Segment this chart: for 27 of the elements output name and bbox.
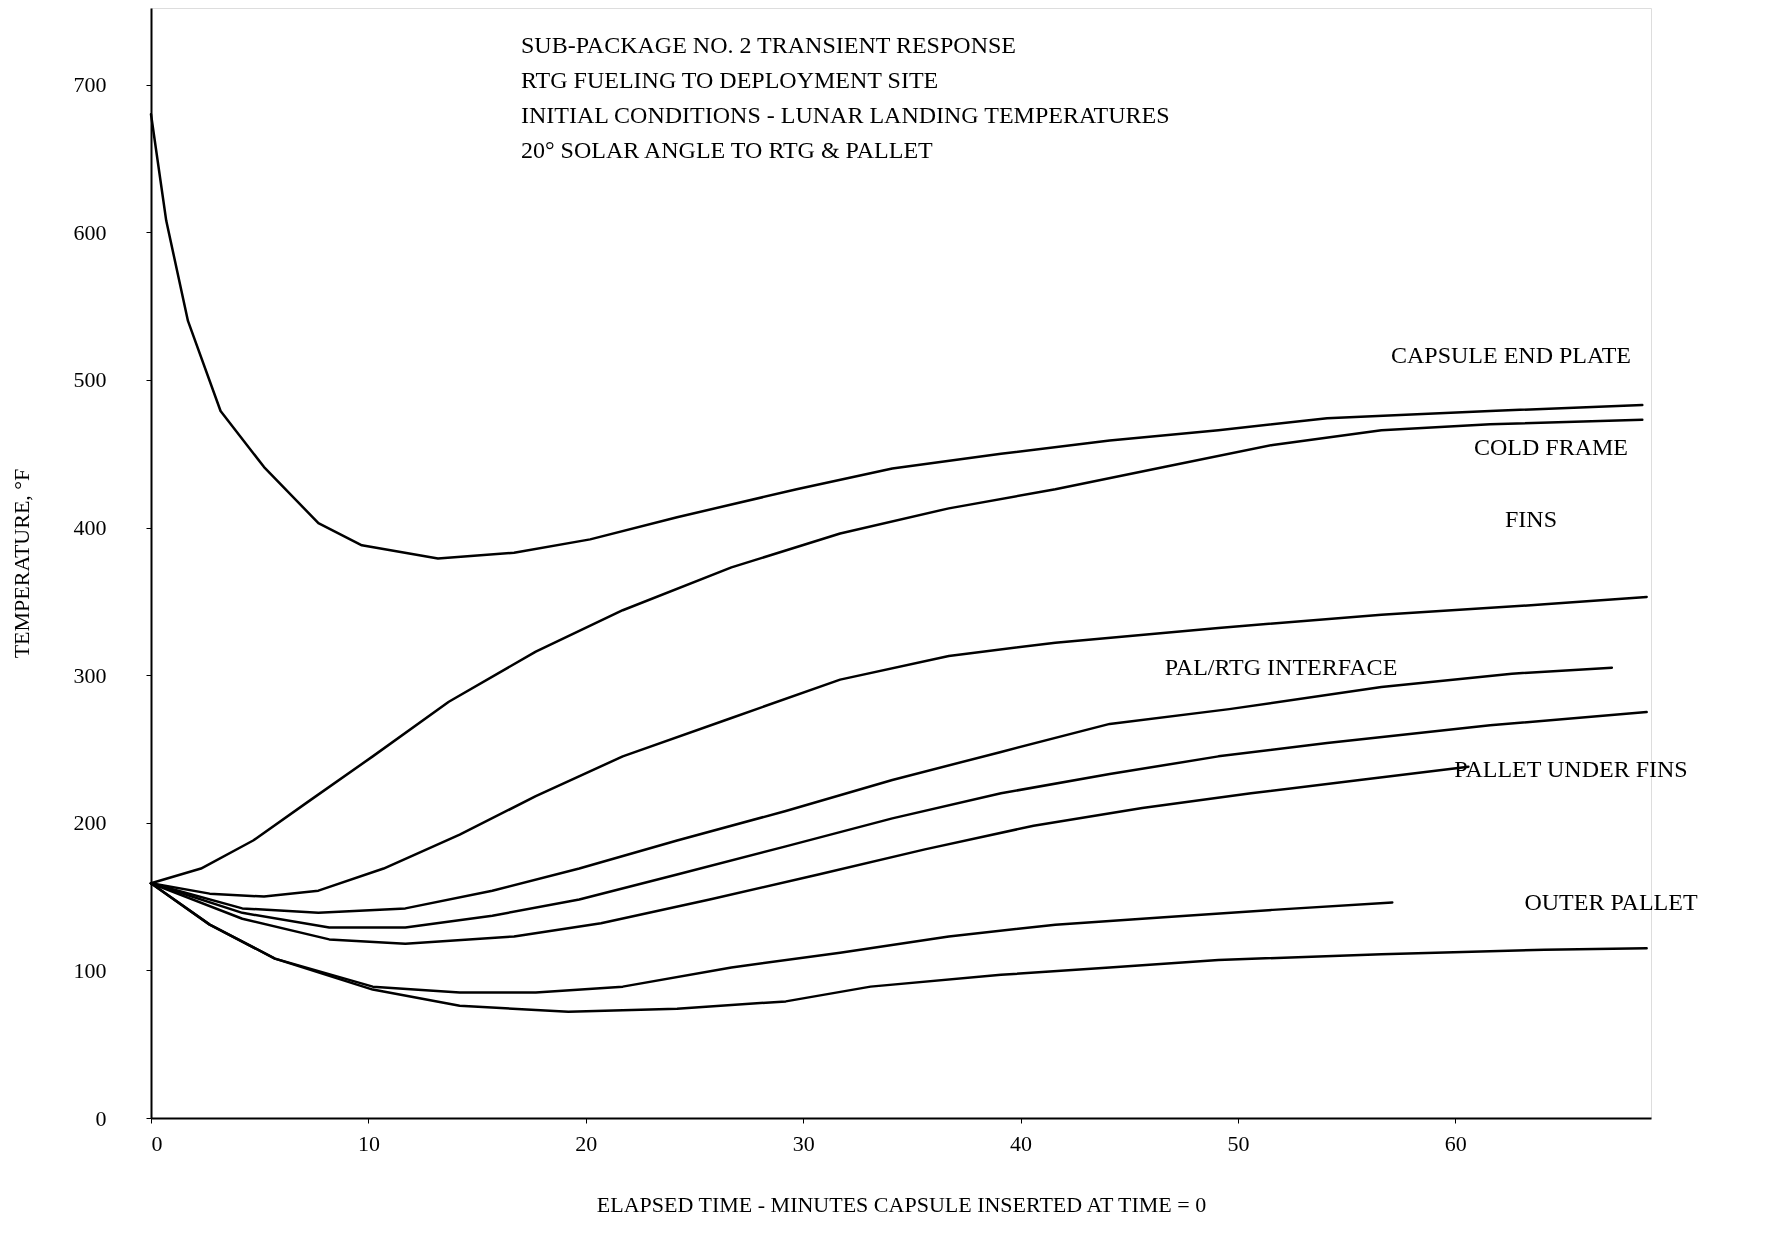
annotation: RTG FUELING TO DEPLOYMENT SITE xyxy=(521,67,939,93)
y-tick-label: 0 xyxy=(95,1105,107,1131)
y-tick-label: 500 xyxy=(73,367,107,393)
y-tick-label: 300 xyxy=(73,662,107,688)
x-tick-label: 20 xyxy=(575,1130,598,1156)
annotation: SUB-PACKAGE NO. 2 TRANSIENT RESPONSE xyxy=(521,32,1016,58)
annotation: 20° SOLAR ANGLE TO RTG & PALLET xyxy=(521,137,934,163)
x-tick-label: 10 xyxy=(357,1130,380,1156)
y-axis-title: TEMPERATURE, °F xyxy=(8,468,34,659)
y-tick-label: 600 xyxy=(73,219,107,245)
y-tick-label: 400 xyxy=(73,515,107,541)
x-tick-label: 0 xyxy=(151,1130,163,1156)
y-tick-label: 700 xyxy=(73,72,107,98)
annotation: INITIAL CONDITIONS - LUNAR LANDING TEMPERATURES xyxy=(521,102,1170,128)
x-tick-label: 40 xyxy=(1010,1130,1033,1156)
annotation: OUTER PALLET xyxy=(1524,889,1698,915)
annotation: FINS xyxy=(1504,506,1558,532)
y-tick-label: 200 xyxy=(73,810,107,836)
annotation: CAPSULE END PLATE xyxy=(1390,342,1632,368)
x-tick-label: 60 xyxy=(1444,1130,1467,1156)
x-axis-title: ELAPSED TIME - MINUTES CAPSULE INSERTED AT TIME = 0 xyxy=(596,1191,1207,1217)
x-tick-label: 30 xyxy=(792,1130,815,1156)
y-tick-label: 100 xyxy=(73,957,107,983)
x-tick-label: 50 xyxy=(1227,1130,1250,1156)
annotation: PAL/RTG INTERFACE xyxy=(1164,654,1398,680)
annotation: PALLET UNDER FINS xyxy=(1454,756,1688,782)
annotation: COLD FRAME xyxy=(1473,434,1629,460)
